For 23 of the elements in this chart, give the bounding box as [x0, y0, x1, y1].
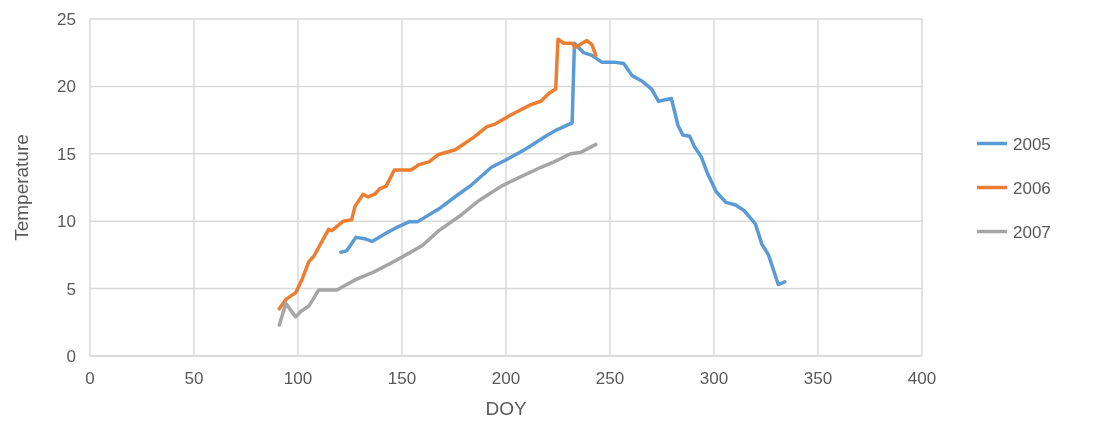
x-tick-label: 400 — [907, 369, 937, 388]
legend-label: 2007 — [1013, 222, 1051, 242]
x-tick-label: 300 — [699, 369, 729, 388]
y-tick-label: 20 — [57, 77, 76, 97]
y-tick-label: 10 — [57, 212, 76, 232]
x-axis-title: DOY — [485, 398, 527, 419]
x-tick-label: 200 — [491, 369, 521, 388]
x-tick-label: 0 — [85, 369, 95, 388]
legend-label: 2005 — [1013, 134, 1051, 154]
x-tick-label: 350 — [803, 369, 833, 388]
line-series — [277, 37, 598, 311]
x-tick-label: 150 — [387, 369, 417, 388]
legend-label: 2006 — [1013, 178, 1051, 198]
x-tick-label: 100 — [283, 369, 313, 388]
y-tick-label: 0 — [66, 347, 76, 366]
y-tick-label: 25 — [57, 10, 76, 29]
y-tick-label: 5 — [66, 279, 76, 299]
y-tick-label: 15 — [57, 144, 76, 164]
line-series — [277, 142, 598, 327]
y-axis-title: Temperature — [11, 134, 32, 241]
x-tick-label: 250 — [595, 369, 625, 388]
line-series — [339, 41, 787, 287]
x-tick-label: 50 — [184, 369, 204, 388]
